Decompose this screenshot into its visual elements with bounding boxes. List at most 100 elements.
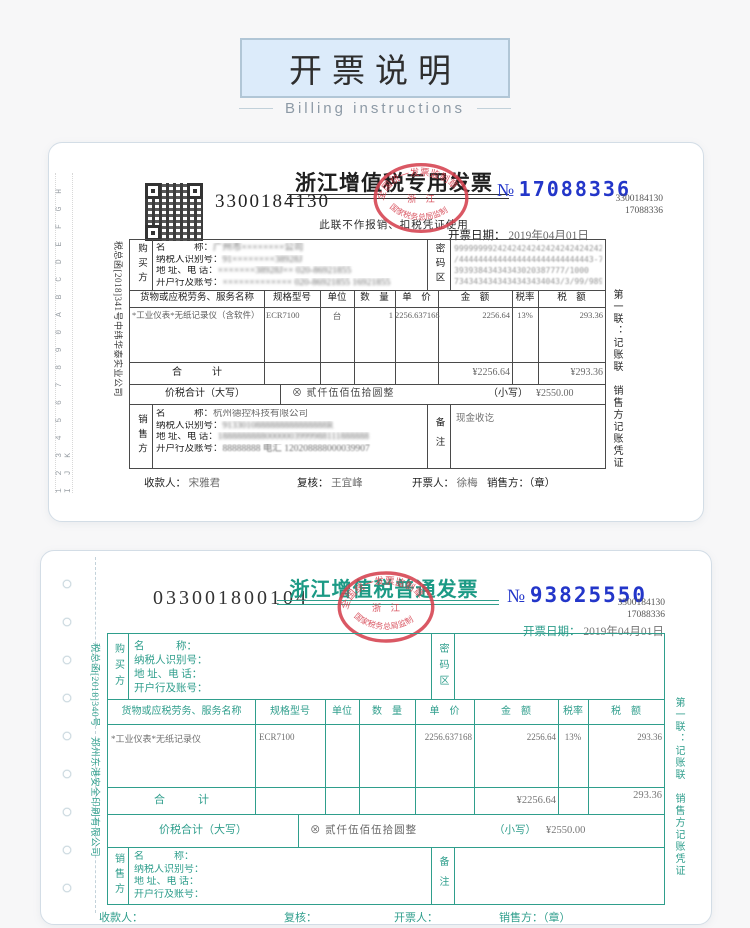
review-value: 王宜峰	[331, 478, 363, 489]
sum-words-label: 价税合计（大写）	[159, 824, 247, 836]
small-code-block: 3300184130 17088336	[615, 193, 664, 217]
tax-monitor-stamp: 全国统一发票监制章 浙 江 国家税务总局监制	[373, 163, 469, 233]
review-group: 复核：	[284, 909, 317, 924]
drawer-label: 开票人：	[412, 478, 454, 489]
item-amount: 2256.64	[526, 732, 556, 742]
seller-role-label: 销售方	[112, 853, 124, 898]
field-label-bank: 开户行及账号：	[134, 683, 208, 694]
col-header-tax: 税 额	[557, 293, 586, 303]
invoice-code: 3300184130	[215, 191, 330, 212]
buyer-role-label: 购买方	[136, 243, 146, 287]
invoice-table: 购买方 名 称：广州市××××××××公司 纳税人识别号：91××××××××3…	[129, 239, 606, 469]
total-tax: 293.36	[633, 790, 662, 801]
field-label-addr: 地 址、电 话：	[156, 266, 218, 276]
seller-addr-value: 18888888880000003999988111888888	[217, 432, 370, 442]
col-header-qty: 数 量	[360, 293, 389, 303]
issue-date-value: 2019年04月01日	[583, 626, 664, 638]
seller-stamp-label: 销售方：（章）	[487, 478, 556, 489]
right-rule	[477, 108, 512, 109]
item-rate: 13%	[564, 732, 582, 742]
stamp-middle-text: 浙 江	[372, 602, 400, 614]
seller-role-label: 销售方	[136, 414, 146, 458]
payee-group: 收款人：	[99, 909, 143, 924]
small-code-1: 3300184130	[615, 194, 664, 204]
seller-taxid-value: 9133010888888888888888R	[222, 420, 334, 431]
print-house-note: 税总函[2018]340号 郑州东港安全印刷有限公司	[89, 643, 99, 858]
col-header-name: 货物或应税劳务、服务名称	[121, 706, 242, 717]
col-header-spec: 规格型号	[272, 293, 311, 303]
item-qty: 1	[388, 310, 393, 320]
password-line: 39393843434343020387777/1000	[454, 266, 589, 275]
copy-note: 第一联：记账联 销售方记账凭证	[673, 697, 684, 877]
seller-name-value: 杭州德控科技有限公司	[213, 409, 309, 419]
qr-code-icon	[145, 183, 203, 241]
field-label-name: 名 称：	[156, 243, 214, 253]
buyer-taxid-value: 91××××××××38928J	[222, 254, 303, 265]
tax-monitor-stamp: 全国统一发票监制章 浙 江 国家税务总局监制	[337, 571, 435, 643]
field-label-addr: 地 址、电 话：	[134, 669, 203, 680]
small-code-2: 17088336	[625, 206, 663, 216]
stamp-middle-text: 浙 江	[407, 193, 434, 204]
payee-label: 收款人：	[99, 912, 143, 924]
total-tax: ¥293.36	[570, 367, 604, 378]
title-double-underline	[277, 600, 499, 605]
sum-words-label: 价税合计（大写）	[165, 388, 245, 399]
no-symbol: №	[497, 180, 515, 200]
drawer-group: 开票人： 徐梅	[412, 475, 478, 490]
field-label-taxid: 纳税人识别号：	[156, 254, 223, 265]
remark-label: 备注	[433, 416, 444, 456]
invoice-table: 购买方 名 称： 纳税人识别号： 地 址、电 话： 开户行及账号： 密码区 货物…	[107, 633, 665, 905]
drawer-label: 开票人：	[394, 912, 438, 924]
item-name: *工业仪表*无纸记录仪	[111, 734, 202, 744]
invoice-code: 033001800104	[153, 587, 309, 609]
stamp-bottom-text: 国家税务总局监制	[352, 611, 415, 631]
tear-dashed-line	[95, 557, 96, 913]
seller-fields: 名 称：杭州德控科技有限公司 纳税人识别号：913301088888888888…	[156, 409, 424, 455]
invoice-number: 93825550	[529, 583, 648, 607]
sum-small-label: （小写）	[488, 388, 528, 399]
password-line: 7343434343434343434043/3/99/98983<	[454, 277, 602, 286]
col-header-amount: 金 额	[501, 706, 531, 717]
total-amount: ¥2256.64	[516, 795, 556, 806]
col-header-unit: 单位	[327, 293, 347, 303]
stamp-bottom-text: 国家税务总局监制	[388, 202, 449, 222]
buyer-addr-value: ×××××××38928J×× 020-86921855	[217, 266, 352, 276]
item-price: 2256.637168	[395, 310, 440, 320]
sum-small-label: （小写）	[494, 825, 536, 836]
field-label-taxid: 纳税人识别号：	[156, 420, 223, 431]
item-rate: 13%	[517, 310, 533, 320]
item-tax: 293.36	[637, 732, 662, 742]
col-header-tax: 税 额	[611, 706, 641, 717]
buyer-bank-value: ××××××××××××× 020-86921855 16921855	[222, 277, 391, 288]
buyer-fields: 名 称：广州市××××××××公司 纳税人识别号：91××××××××38928…	[156, 243, 424, 289]
field-label-addr: 地 址、电 话：	[156, 432, 218, 442]
password-area-label: 密码区	[433, 243, 444, 287]
item-spec: ECR7100	[266, 310, 300, 320]
invoice-number-group: № 17088336	[497, 177, 631, 201]
review-group: 复核： 王宜峰	[297, 475, 363, 490]
col-header-rate: 税率	[515, 293, 535, 303]
col-header-rate: 税率	[563, 706, 583, 717]
review-label: 复核：	[284, 912, 317, 924]
invoice-number: 17088336	[518, 177, 632, 201]
item-unit: 台	[332, 311, 342, 321]
review-label: 复核：	[297, 478, 329, 489]
field-label-name: 名 称：	[156, 409, 214, 419]
perforation-holes	[49, 555, 79, 915]
col-header-amount: 金 额	[460, 293, 490, 303]
edge-serial-characters: 1 2 3 4 5 6 7 8 9 0 A B C D E F G H I J …	[55, 184, 73, 493]
left-rule	[238, 108, 273, 109]
sum-words-value: ⊗ 贰仟伍佰伍拾圆整	[292, 388, 395, 399]
small-code-2: 17088336	[627, 610, 665, 620]
sum-small-group: （小写） ¥2550.00	[494, 814, 585, 847]
sum-small-value: ¥2550.00	[536, 388, 574, 399]
buyer-role-label: 购买方	[112, 642, 124, 691]
no-symbol: №	[507, 586, 526, 607]
sum-small-value: ¥2550.00	[546, 825, 586, 836]
seller-stamp-label: 销售方：（章）	[499, 912, 571, 924]
ordinary-invoice-card: 税总函[2018]340号 郑州东港安全印刷有限公司 033001800104 …	[40, 550, 712, 925]
issue-date-label: 开票日期：	[523, 626, 581, 638]
svg-text:国家税务总局监制: 国家税务总局监制	[352, 611, 415, 631]
small-code-1: 3300184130	[617, 598, 666, 608]
